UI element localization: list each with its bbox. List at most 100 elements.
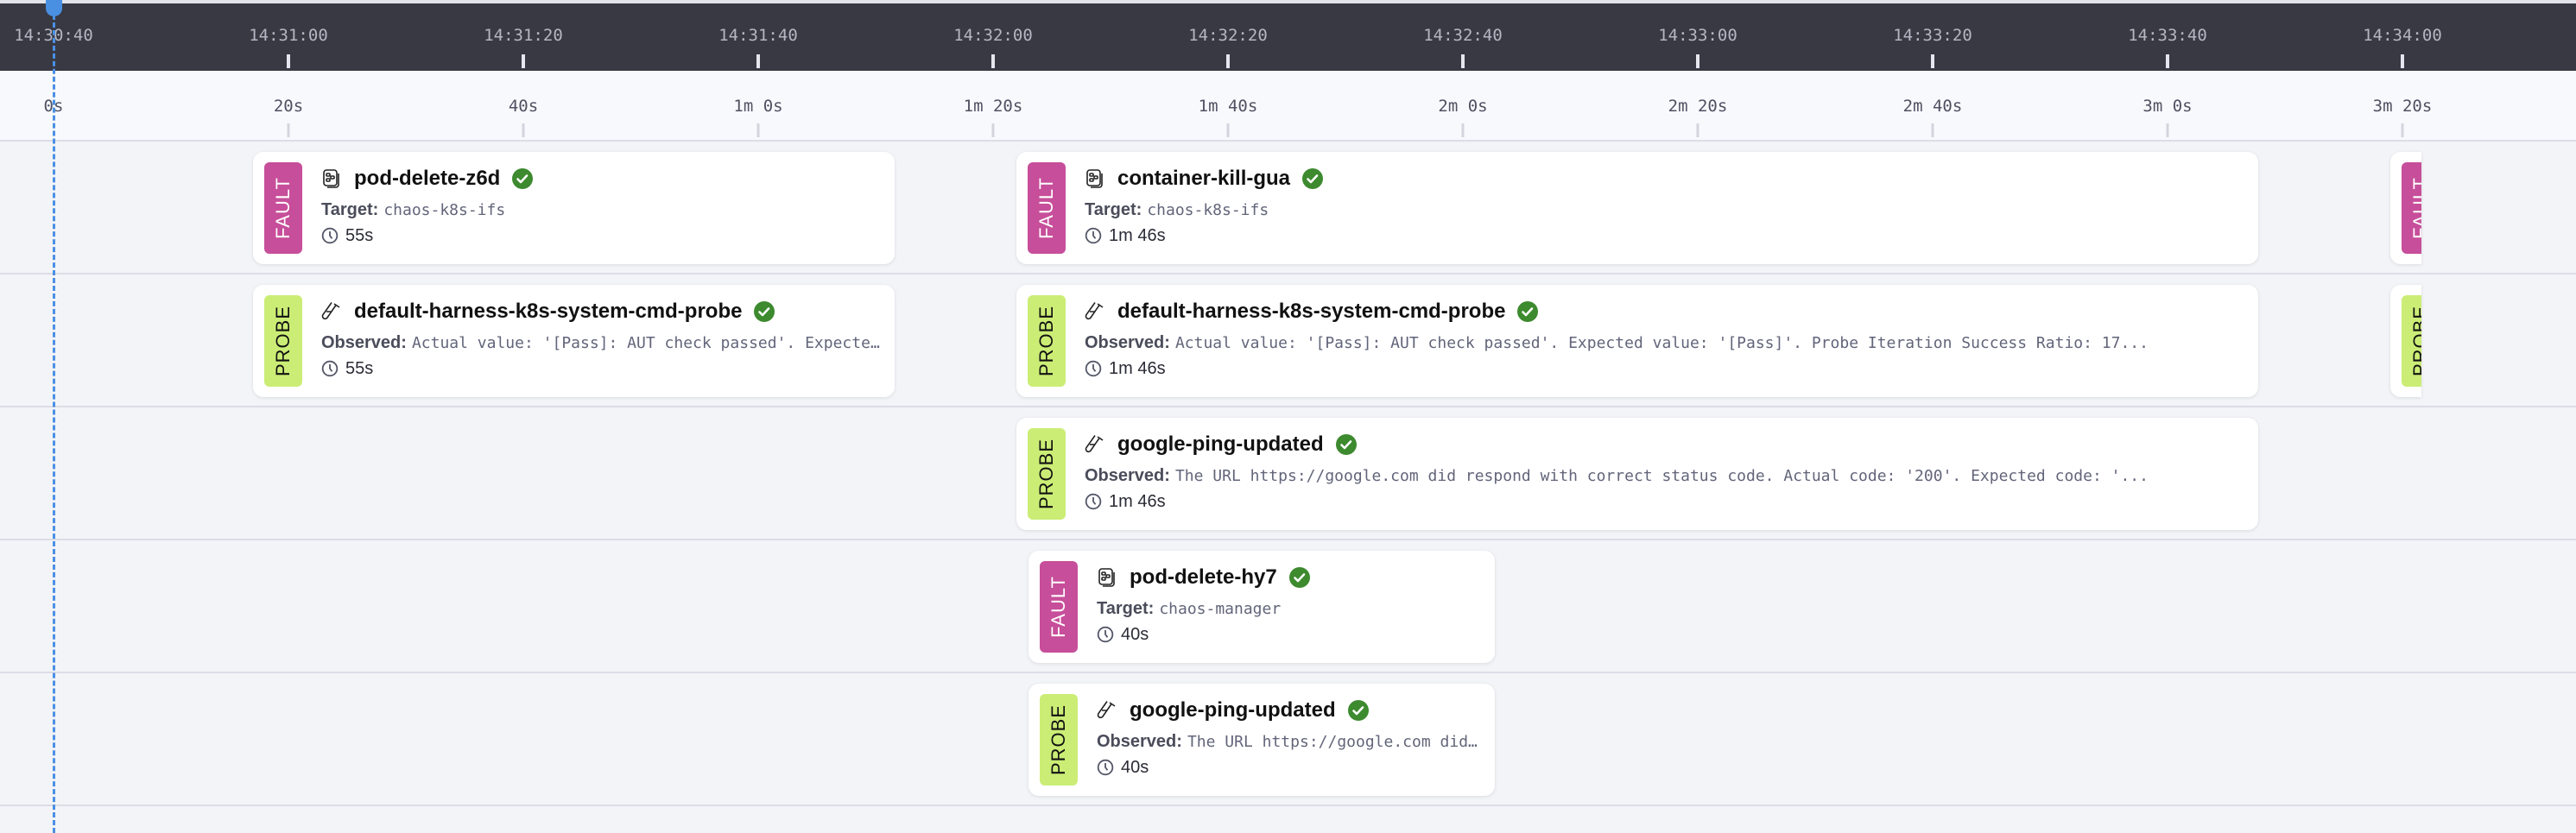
card-title-row: google-ping-updated	[1085, 430, 2246, 459]
elapsed-tick-label: 1m 20s	[963, 97, 1023, 116]
elapsed-time-axis: 0s 20s 40s 1m 0s 1m 20s 1m 40s 2m 0s 2m 20s 2m 4…	[0, 71, 2576, 142]
success-check-icon	[1347, 700, 1369, 721]
type-tag-label: PROBE	[1035, 305, 1057, 377]
probe-type-tag: PROBE	[1028, 295, 1066, 387]
card-content: default-harness-k8s-system-cmd-probe Obse…	[1085, 297, 2246, 382]
probe-tube-icon	[321, 301, 342, 322]
probe-type-tag: PROBE	[2402, 295, 2421, 387]
duration-row: 40s	[1097, 622, 1483, 647]
clock-tick-mark	[2401, 54, 2404, 68]
elapsed-tick-label: 2m 0s	[1438, 97, 1488, 116]
detail-label: Target:	[1097, 598, 1155, 618]
probe-name[interactable]: default-harness-k8s-system-cmd-probe	[1117, 300, 1506, 323]
probe-tube-icon	[1085, 434, 1105, 455]
duration-row: 1m 46s	[1085, 489, 2246, 514]
clock-icon	[1097, 759, 1121, 776]
probe-tube-icon	[1085, 301, 1105, 322]
clock-tick-mark	[2166, 54, 2169, 68]
clock-tick-label: 14:31:20	[484, 26, 563, 45]
clock-tick-label: 14:34:00	[2363, 26, 2442, 45]
probe-type-tag: PROBE	[1040, 694, 1078, 786]
clock-tick-label: 14:32:40	[1423, 26, 1503, 45]
card-title-row: pod-delete-hy7	[1097, 563, 1483, 592]
detail-value: chaos-manager	[1159, 599, 1282, 618]
success-check-icon	[1335, 434, 1357, 455]
success-check-icon	[754, 301, 775, 322]
clock-tick-mark	[287, 54, 290, 68]
clock-icon	[1085, 493, 1109, 510]
card-title-row: google-ping-updated	[1097, 696, 1483, 725]
success-check-icon	[512, 168, 534, 189]
fault-card[interactable]: FAULT pod-delete-z6d Target: chaos-k8s-ifs 5…	[253, 152, 895, 264]
time-cursor-handle[interactable]	[46, 0, 62, 16]
elapsed-tick-label: 1m 0s	[733, 97, 783, 116]
type-tag-label: FAULT	[2409, 177, 2421, 239]
duration-value: 1m 46s	[1109, 358, 1166, 378]
detail-label: Target:	[321, 199, 379, 219]
card-title-row: default-harness-k8s-system-cmd-probe	[1085, 297, 2246, 326]
fault-type-tag: FAULT	[1040, 561, 1078, 653]
fault-card[interactable]: FAULT	[2390, 152, 2421, 264]
k8s-fault-icon	[321, 168, 342, 189]
probe-name[interactable]: google-ping-updated	[1117, 432, 1324, 456]
detail-value: chaos-k8s-ifs	[1147, 200, 1269, 219]
observed-row: Observed: The URL https://google.com did …	[1097, 729, 1483, 754]
card-content: google-ping-updated Observed: The URL http…	[1085, 430, 2246, 514]
clock-icon	[1085, 360, 1109, 377]
elapsed-tick-mark	[2401, 123, 2404, 137]
probe-tube-icon	[1097, 700, 1117, 721]
card-content: default-harness-k8s-system-cmd-probe Obse…	[321, 297, 883, 382]
duration-value: 40s	[1121, 757, 1149, 777]
detail-value: Actual value: '[Pass]: AUT check passed'…	[411, 333, 883, 352]
clock-tick-label: 14:33:40	[2128, 26, 2207, 45]
fault-name[interactable]: pod-delete-z6d	[354, 167, 501, 190]
fault-name[interactable]: pod-delete-hy7	[1130, 565, 1277, 589]
elapsed-tick-label: 20s	[273, 97, 304, 116]
fault-card[interactable]: FAULT pod-delete-hy7 Target: chaos-manager 4…	[1029, 551, 1495, 663]
detail-label: Observed:	[1097, 731, 1182, 751]
detail-label: Observed:	[1085, 332, 1170, 352]
detail-value: The URL https://google.com did respond w…	[1187, 732, 1483, 751]
fault-type-tag: FAULT	[1028, 162, 1066, 254]
probe-card[interactable]: PROBE default-harness-k8s-system-cmd-prob…	[253, 285, 895, 397]
clock-tick-label: 14:33:00	[1658, 26, 1737, 45]
elapsed-tick-mark	[522, 123, 525, 137]
clock-tick-label: 14:32:20	[1188, 26, 1268, 45]
elapsed-tick-label: 2m 40s	[1902, 97, 1963, 116]
detail-label: Observed:	[321, 332, 407, 352]
card-title-row: container-kill-gua	[1085, 164, 2246, 193]
probe-card[interactable]: PROBE google-ping-updated Observed: The URL…	[1029, 684, 1495, 796]
observed-row: Observed: Actual value: '[Pass]: AUT chec…	[1085, 330, 2246, 356]
target-row: Target: chaos-k8s-ifs	[321, 197, 883, 223]
type-tag-label: PROBE	[1035, 438, 1057, 510]
type-tag-label: PROBE	[1047, 704, 1069, 776]
top-strip	[0, 0, 2576, 3]
detail-label: Target:	[1085, 199, 1142, 219]
probe-type-tag: PROBE	[1028, 428, 1066, 520]
probe-name[interactable]: google-ping-updated	[1130, 698, 1336, 722]
success-check-icon	[1517, 301, 1539, 322]
probe-card[interactable]: PROBE default-harness-k8s-system-cmd-prob…	[1016, 285, 2258, 397]
detail-value: chaos-k8s-ifs	[383, 200, 506, 219]
clock-tick-mark	[991, 54, 995, 68]
clock-tick-mark	[1226, 54, 1230, 68]
duration-row: 1m 46s	[1085, 223, 2246, 249]
card-content: container-kill-gua Target: chaos-k8s-ifs 1m…	[1085, 164, 2246, 249]
probe-name[interactable]: default-harness-k8s-system-cmd-probe	[354, 300, 743, 323]
clock-time-axis: 14:30:40 14:31:00 14:31:20 14:31:40 14:32:00…	[0, 3, 2576, 71]
card-title-row: default-harness-k8s-system-cmd-probe	[321, 297, 883, 326]
timeline-row: PROBE google-ping-updated Observed: The URL…	[0, 673, 2576, 806]
card-title-row: pod-delete-z6d	[321, 164, 883, 193]
elapsed-tick-mark	[991, 123, 995, 137]
type-tag-label: PROBE	[272, 305, 294, 377]
probe-card[interactable]: PROBE google-ping-updated Observed: The URL…	[1016, 418, 2258, 530]
fault-type-tag: FAULT	[264, 162, 302, 254]
fault-name[interactable]: container-kill-gua	[1117, 167, 1291, 190]
clock-icon	[1085, 227, 1109, 244]
success-check-icon	[1288, 567, 1310, 588]
elapsed-tick-label: 1m 40s	[1198, 97, 1258, 116]
time-cursor-line[interactable]	[53, 7, 55, 833]
elapsed-tick-mark	[1696, 123, 1699, 137]
probe-card[interactable]: PROBE	[2390, 285, 2421, 397]
fault-card[interactable]: FAULT container-kill-gua Target: chaos-k8s-…	[1016, 152, 2258, 264]
